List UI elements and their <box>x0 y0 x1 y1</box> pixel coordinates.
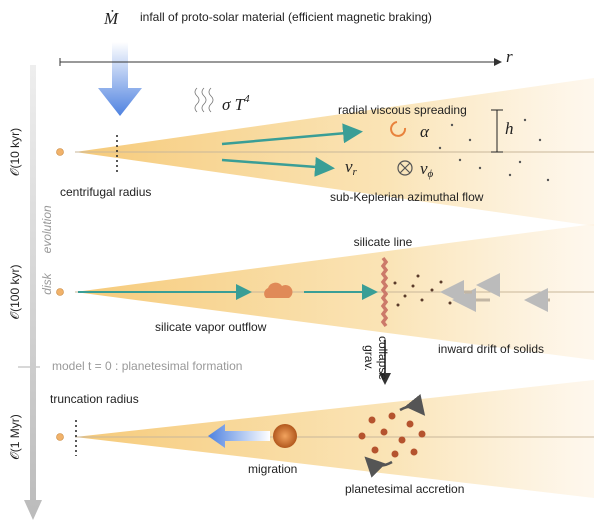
planetesimals <box>388 412 396 420</box>
infall-symbol: Ṁ <box>103 9 119 28</box>
drift-label: inward drift of solids <box>438 342 544 356</box>
drift-arrows <box>440 273 550 312</box>
text: 4 <box>244 93 250 105</box>
solids <box>439 280 443 284</box>
outflow-label: silicate vapor outflow <box>155 320 267 334</box>
infall-arrow <box>98 42 142 116</box>
evolution-arrow <box>24 65 42 520</box>
radial-arrow <box>221 123 363 146</box>
particles <box>523 118 527 122</box>
solids <box>448 301 452 305</box>
radius-label: centrifugal radius <box>60 185 151 199</box>
vphi-icon <box>397 160 413 176</box>
text: r <box>353 166 358 178</box>
radiation-squiggles <box>194 87 214 113</box>
azimuthal-arrow <box>221 156 335 177</box>
vr-label: vr <box>345 157 358 178</box>
planetesimals <box>418 430 426 438</box>
particles <box>438 146 442 150</box>
radius-label: truncation radius <box>50 392 139 406</box>
particles <box>508 173 512 177</box>
vphi-icon-cross <box>399 162 411 174</box>
alpha-icon <box>390 121 407 137</box>
rotation-arrow <box>364 456 393 478</box>
particles <box>458 158 462 162</box>
solids <box>411 284 415 288</box>
time-label: 𝒪(100 kyr) <box>8 265 22 320</box>
infall-label: infall of proto-solar material (efficien… <box>140 10 432 24</box>
height-label: h <box>505 119 514 138</box>
divider-label: model t = 0 : planetesimal formation <box>52 359 242 373</box>
vapor-cloud <box>264 282 293 298</box>
planetesimals <box>358 432 366 440</box>
planetesimals <box>358 412 426 458</box>
r-label: r <box>506 47 513 66</box>
planetesimals <box>371 446 379 454</box>
text: ϕ <box>428 168 434 180</box>
silicate-line <box>380 256 389 328</box>
bottom-label: sub-Keplerian azimuthal flow <box>330 190 484 204</box>
collapse-label: grav.collapse <box>362 336 390 380</box>
alpha-label: α <box>420 122 430 141</box>
solids <box>420 298 424 302</box>
evolution-line2: evolution <box>40 205 54 253</box>
evolution-label: disk evolution <box>40 205 54 295</box>
time-label: 𝒪(10 kyr) <box>8 128 22 176</box>
text: grav. <box>362 345 376 371</box>
star <box>56 288 64 296</box>
solids <box>416 274 420 278</box>
planetesimals <box>406 420 414 428</box>
planetesimals <box>391 450 399 458</box>
star <box>56 433 64 441</box>
text: v <box>345 157 353 176</box>
particles <box>438 118 550 182</box>
solids <box>396 303 400 307</box>
disk <box>75 380 594 498</box>
line-label: silicate line <box>354 235 413 249</box>
planetesimals <box>380 428 388 436</box>
planet <box>273 424 297 448</box>
text: collapse <box>376 336 390 380</box>
text: v <box>420 159 428 178</box>
planetesimals <box>368 416 376 424</box>
particles <box>450 123 454 127</box>
particles <box>478 166 482 170</box>
planetesimals <box>410 448 418 456</box>
time-label: 𝒪(1 Myr) <box>8 414 22 460</box>
vphi-label: vϕ <box>420 159 434 180</box>
migration-label: migration <box>248 462 297 476</box>
planetesimals <box>398 436 406 444</box>
solids <box>393 281 397 285</box>
evolution-line1: disk <box>40 272 54 294</box>
top-label: radial viscous spreading <box>338 103 467 117</box>
radiation-label: σ T4 <box>222 93 250 114</box>
accretion-label: planetesimal accretion <box>345 482 464 496</box>
text: σ T <box>222 95 246 114</box>
migration-arrow <box>208 424 270 448</box>
particles <box>546 178 550 182</box>
star <box>56 148 64 156</box>
solids <box>430 288 434 292</box>
rotation-arrow <box>399 394 426 416</box>
particles <box>518 160 522 164</box>
solids <box>403 294 407 298</box>
particles <box>468 138 472 142</box>
particles <box>538 138 542 142</box>
